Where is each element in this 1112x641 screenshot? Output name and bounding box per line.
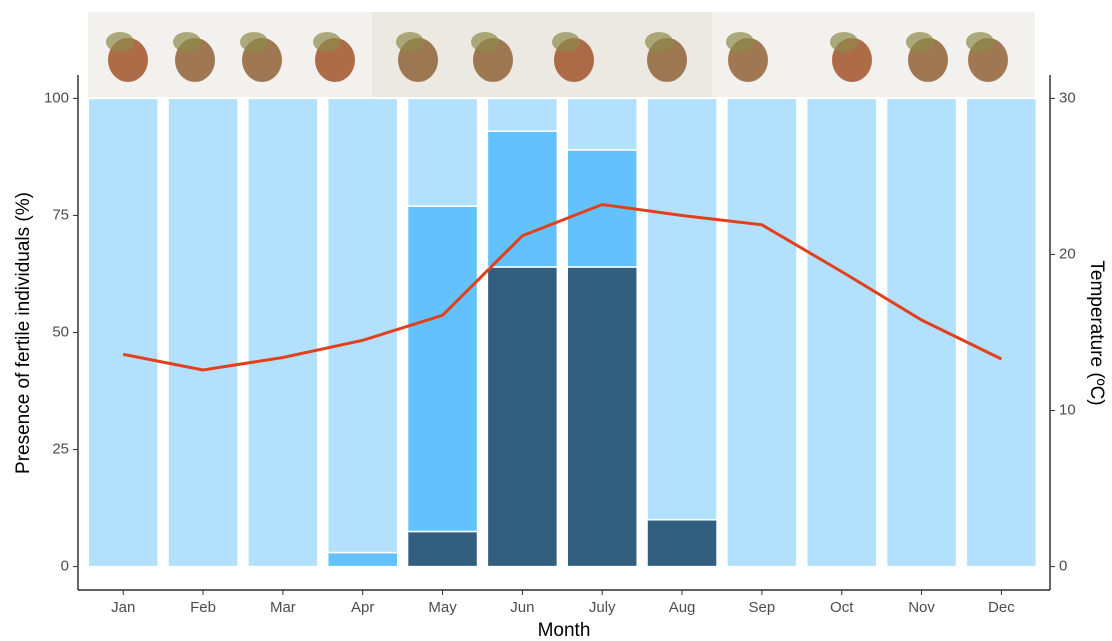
y-tick-label: 50 [52,323,69,340]
seaweed-photo [313,32,341,52]
photo-strip [88,12,1035,97]
x-tick-label: Feb [190,599,216,616]
bar-segment [486,130,559,268]
seaweed-photo [645,32,673,52]
y-tick-label: 25 [52,441,69,458]
y-tick-label: 75 [52,206,69,223]
bar-segment [406,205,479,533]
bar-segment [646,97,718,521]
y-axis-title: Presence of fertile individuals (%) [13,192,34,474]
bar-segment [406,530,479,568]
bar-segment [247,97,319,568]
bar-segment [406,97,479,207]
seaweed-photo [471,32,499,52]
x-tick-label: July [589,599,616,616]
bar-segment [726,97,798,568]
seaweed-photo [906,32,934,52]
bar-segment [965,97,1038,568]
x-tick-label: Nov [908,599,935,616]
bar-segment [87,97,159,568]
bar-segment [566,97,638,151]
y-tick-label: 0 [61,558,69,575]
bar-segment [805,97,878,568]
seaweed-photo [396,32,424,52]
seaweed-photo [830,32,858,52]
seaweed-photo [173,32,201,52]
bar-segment [646,519,718,568]
bar-segment [486,97,559,132]
x-axis-title: Month [538,620,591,641]
seaweed-photo [106,32,134,52]
bar-segment [486,266,559,568]
x-tick-label: Sep [749,599,776,616]
seaweed-photo [552,32,580,52]
x-tick-label: May [428,599,457,616]
x-tick-label: Jun [510,599,534,616]
seaweed-photo [726,32,754,52]
x-tick-label: Mar [270,599,296,616]
bar-segment [326,97,399,554]
y2-axis-title: Temperature (ºC) [1086,260,1107,405]
seaweed-photo [966,32,994,52]
x-tick-label: Oct [830,599,854,616]
y2-tick-label: 20 [1059,245,1076,262]
x-tick-label: Apr [351,599,374,616]
bar-segment [326,551,399,568]
bar-segment [167,97,239,568]
x-tick-label: Dec [988,599,1015,616]
bar-segment [566,266,638,568]
temperature-line [122,202,1003,372]
seaweed-photo [240,32,268,52]
y-tick-label: 100 [44,89,69,106]
x-tick-label: Aug [669,599,696,616]
y2-tick-label: 10 [1059,401,1076,418]
y2-tick-label: 30 [1059,89,1076,106]
y2-tick-label: 0 [1059,558,1067,575]
x-tick-label: Jan [111,599,135,616]
